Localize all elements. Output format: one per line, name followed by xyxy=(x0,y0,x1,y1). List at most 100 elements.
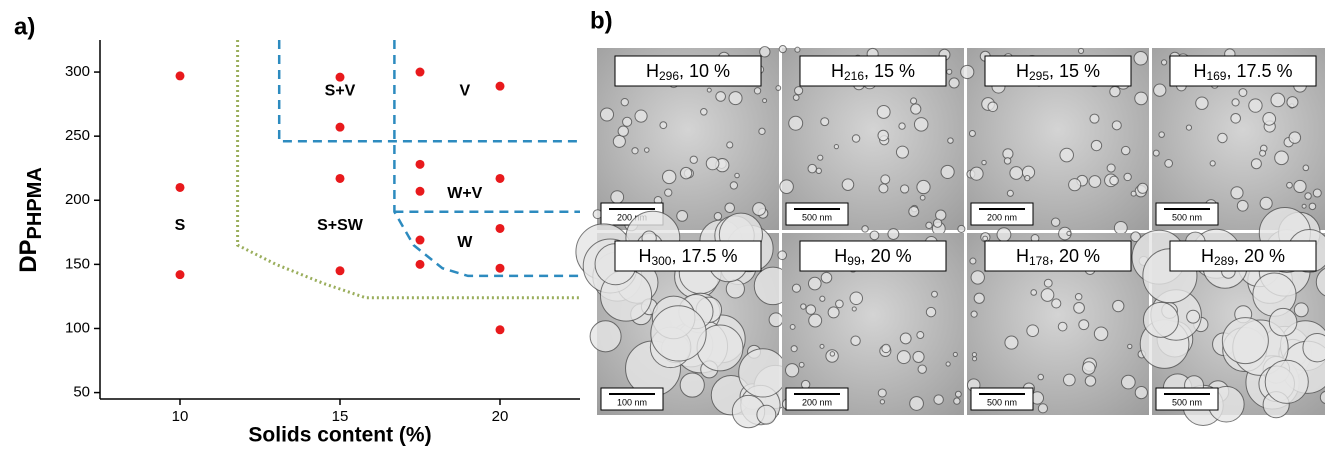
particle xyxy=(878,130,888,140)
particle xyxy=(1038,374,1043,379)
particle xyxy=(852,307,856,311)
particle xyxy=(1302,204,1306,208)
micrograph: H99, 20 %200 nm xyxy=(778,229,964,415)
particle xyxy=(1294,180,1306,192)
particle xyxy=(727,142,733,148)
particle xyxy=(1138,183,1148,193)
particle xyxy=(663,170,676,183)
data-point xyxy=(496,224,505,233)
particle xyxy=(1153,150,1159,156)
particle xyxy=(665,189,672,196)
sample-dp: 300 xyxy=(651,254,671,268)
particle xyxy=(877,106,890,119)
particle xyxy=(1196,97,1208,109)
scale-bar-label: 500 nm xyxy=(987,397,1017,407)
particle xyxy=(918,365,926,373)
particle xyxy=(778,251,787,260)
y-tick-label: 150 xyxy=(65,255,90,272)
particle xyxy=(882,344,890,352)
y-axis-label: DPPHPMA xyxy=(15,167,46,273)
y-tick-label: 300 xyxy=(65,63,90,80)
particle xyxy=(644,148,649,153)
panel-label: a) xyxy=(14,13,35,40)
particle xyxy=(600,108,613,121)
particle xyxy=(1313,189,1321,197)
particle xyxy=(1231,113,1241,123)
region-label: W xyxy=(457,234,473,251)
sample-dp: 99 xyxy=(847,254,861,268)
particle xyxy=(1031,290,1037,296)
particle xyxy=(1251,159,1261,169)
particle xyxy=(897,351,910,364)
particle xyxy=(1074,302,1085,313)
y-axis-label-subscript: PHPMA xyxy=(24,167,46,239)
particle xyxy=(820,296,825,301)
particle xyxy=(790,324,795,329)
particle xyxy=(1210,161,1215,166)
particle xyxy=(1294,303,1308,317)
scale-bar-label: 200 nm xyxy=(987,212,1017,222)
particle xyxy=(870,231,879,240)
particle xyxy=(834,144,838,148)
particle xyxy=(759,128,765,134)
particle xyxy=(799,362,804,367)
particle xyxy=(769,313,783,327)
particle xyxy=(1287,97,1298,108)
particle xyxy=(1063,374,1075,386)
particle xyxy=(757,405,776,424)
particle xyxy=(949,78,959,88)
particle xyxy=(613,135,625,147)
particle xyxy=(913,351,924,362)
data-point xyxy=(336,123,345,132)
particle xyxy=(1275,151,1289,165)
particle xyxy=(801,304,806,309)
y-tick-label: 50 xyxy=(73,384,90,401)
sample-name: H xyxy=(831,61,844,81)
particle xyxy=(1110,176,1119,185)
particle xyxy=(917,180,930,193)
particle xyxy=(739,349,787,397)
particle xyxy=(920,195,925,200)
data-point xyxy=(176,71,185,80)
particle xyxy=(1007,190,1013,196)
particle xyxy=(1143,302,1178,337)
particle xyxy=(1165,160,1173,168)
particle xyxy=(795,87,803,95)
particle xyxy=(926,222,932,228)
particle xyxy=(821,272,832,283)
particle xyxy=(730,182,737,189)
particle xyxy=(1110,86,1120,96)
particle xyxy=(806,305,816,315)
particle xyxy=(1004,158,1011,165)
particle xyxy=(1113,300,1124,311)
particle xyxy=(677,210,688,221)
sample-name: H xyxy=(1193,61,1206,81)
particle xyxy=(836,300,844,308)
particle xyxy=(1287,182,1293,188)
sample-dp: 289 xyxy=(1214,254,1234,268)
particle xyxy=(828,307,839,318)
particle xyxy=(850,292,863,305)
y-axis-label-main: DP xyxy=(15,239,42,272)
particle xyxy=(1260,197,1272,209)
particle xyxy=(1005,336,1018,349)
particle xyxy=(1067,231,1071,235)
particle xyxy=(780,180,794,194)
data-point xyxy=(416,236,425,245)
particle xyxy=(878,389,886,397)
particle xyxy=(821,118,829,126)
particle xyxy=(726,280,744,298)
particle xyxy=(789,116,803,130)
particle xyxy=(1305,193,1311,199)
particle xyxy=(910,397,924,411)
particle xyxy=(983,236,988,241)
particle xyxy=(899,123,905,129)
particle xyxy=(914,118,928,132)
particle xyxy=(1269,308,1297,336)
particle xyxy=(1107,164,1115,172)
particle xyxy=(946,362,950,366)
sample-name: H xyxy=(646,61,659,81)
particle xyxy=(707,88,711,92)
data-point xyxy=(496,264,505,273)
particle xyxy=(1089,176,1101,188)
